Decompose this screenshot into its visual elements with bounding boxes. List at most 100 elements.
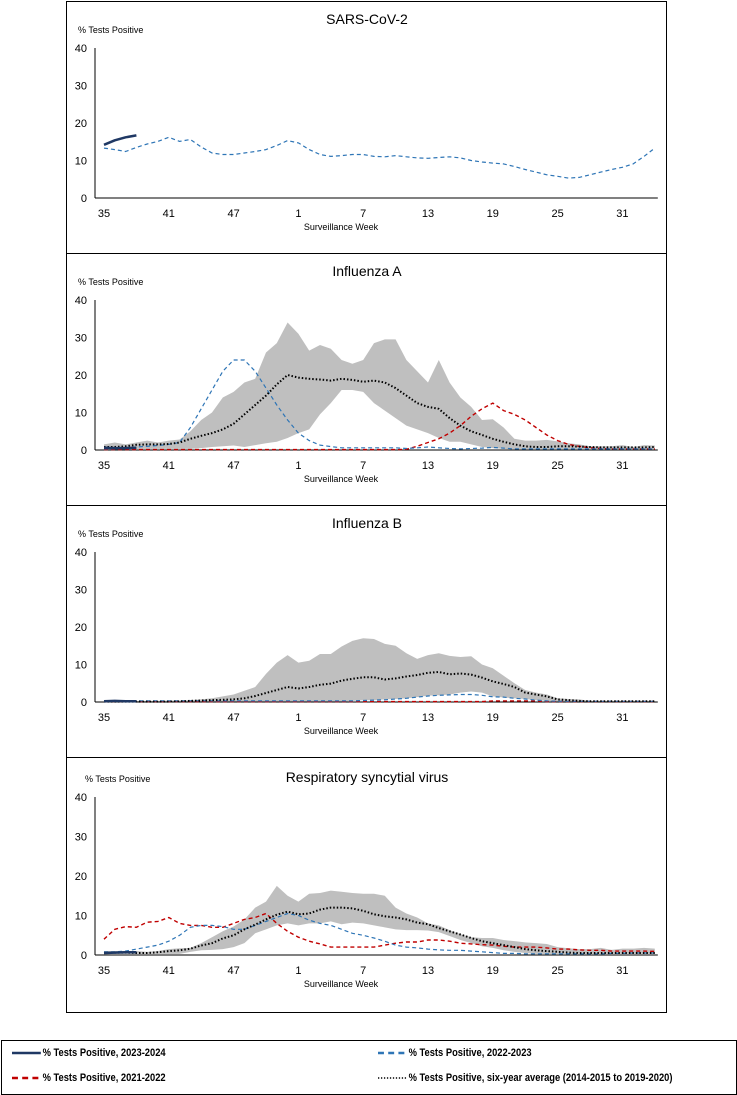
y-tick-label: 30 — [75, 333, 87, 345]
legend-swatch-dashed-icon — [12, 1076, 41, 1080]
x-tick-label: 19 — [487, 965, 499, 977]
chart-svg: Influenza B % Tests Positive 0 10 20 30 40 35 41… — [75, 515, 658, 736]
chart-title: Respiratory syncytial virus — [286, 769, 449, 785]
series-2022-2023-line — [103, 136, 656, 179]
x-tick-label: 13 — [422, 460, 434, 472]
x-tick-label: 25 — [551, 460, 563, 472]
y-tick-label: 0 — [81, 950, 87, 962]
legend-item-six-year-average: % Tests Positive, six-year average (2014… — [378, 1072, 672, 1084]
x-axis-label: Surveillance Week — [304, 222, 379, 232]
y-tick-label: 30 — [75, 81, 87, 93]
chart-svg: Respiratory syncytial virus % Tests Posit… — [75, 769, 658, 989]
x-axis-label: Surveillance Week — [304, 979, 379, 989]
y-tick-label: 0 — [81, 697, 87, 709]
y-tick-label: 10 — [75, 156, 87, 168]
y-tick-label: 30 — [75, 832, 87, 844]
six-year-range-band — [104, 322, 655, 450]
legend: % Tests Positive, 2023-2024 % Tests Posi… — [1, 1040, 737, 1095]
x-axis-label: Surveillance Week — [304, 726, 379, 736]
x-tick-label: 35 — [98, 460, 110, 472]
x-tick-label: 7 — [360, 965, 366, 977]
y-tick-label: 40 — [75, 295, 87, 307]
series-2022-2023-line — [104, 359, 655, 450]
x-tick-label: 7 — [360, 712, 366, 724]
x-tick-label: 19 — [487, 460, 499, 472]
y-tick-label: 20 — [75, 370, 87, 382]
legend-label: % Tests Positive, 2022-2023 — [408, 1047, 532, 1059]
legend-swatch-dashed-icon — [378, 1051, 407, 1055]
x-tick-label: 41 — [163, 712, 175, 724]
x-tick-label: 25 — [551, 208, 563, 220]
chart-title: SARS-CoV-2 — [326, 11, 408, 27]
six-year-range-band — [104, 638, 655, 702]
y-tick-label: 20 — [75, 871, 87, 883]
x-tick-label: 47 — [227, 712, 239, 724]
y-tick-label: 40 — [75, 547, 87, 559]
legend-swatch-solid-icon — [12, 1051, 41, 1055]
legend-item-2022-2023: % Tests Positive, 2022-2023 — [378, 1047, 532, 1059]
x-tick-label: 19 — [487, 208, 499, 220]
x-tick-label: 1 — [295, 208, 301, 220]
legend-label: % Tests Positive, six-year average (2014… — [408, 1072, 673, 1084]
y-tick-label: 40 — [75, 792, 87, 804]
x-tick-label: 1 — [295, 965, 301, 977]
x-tick-label: 35 — [98, 208, 110, 220]
x-tick-label: 1 — [295, 460, 301, 472]
x-tick-label: 25 — [551, 712, 563, 724]
y-tick-label: 10 — [75, 911, 87, 923]
y-tick-label: 30 — [75, 585, 87, 597]
x-tick-label: 31 — [616, 208, 628, 220]
x-tick-label: 35 — [98, 712, 110, 724]
x-tick-label: 47 — [227, 460, 239, 472]
x-tick-label: 41 — [163, 965, 175, 977]
chart-svg: Influenza A % Tests Positive 0 10 20 30 40 35 41… — [75, 263, 658, 484]
y-axis-label: % Tests Positive — [78, 25, 143, 35]
y-tick-label: 10 — [75, 660, 87, 672]
chart-svg: SARS-CoV-2 % Tests Positive 0 10 20 30 40 35 41 4… — [75, 11, 658, 232]
chart-panel-sars-cov-2: SARS-CoV-2 % Tests Positive 0 10 20 30 40 35 41 4… — [66, 1, 667, 254]
chart-panel-rsv: Respiratory syncytial virus % Tests Posit… — [66, 757, 667, 1013]
x-tick-label: 47 — [227, 965, 239, 977]
six-year-range-band — [104, 885, 655, 954]
x-tick-label: 13 — [422, 712, 434, 724]
y-tick-label: 20 — [75, 622, 87, 634]
series-six-year-average-line — [104, 671, 655, 703]
x-tick-label: 31 — [616, 460, 628, 472]
y-axis-label: % Tests Positive — [85, 774, 150, 784]
chart-panel-influenza-a: Influenza A % Tests Positive 0 10 20 30 40 35 41… — [66, 253, 667, 506]
legend-swatch-dotted-icon — [378, 1077, 407, 1079]
chart-panel-influenza-b: Influenza B % Tests Positive 0 10 20 30 40 35 41… — [66, 505, 667, 758]
series-2021-2022-line — [103, 912, 655, 953]
series-2022-2023-line — [104, 912, 655, 955]
x-tick-label: 31 — [616, 965, 628, 977]
x-tick-label: 25 — [551, 965, 563, 977]
legend-item-2023-2024: % Tests Positive, 2023-2024 — [12, 1047, 166, 1059]
x-tick-label: 13 — [422, 965, 434, 977]
y-tick-label: 20 — [75, 118, 87, 130]
x-tick-label: 1 — [295, 712, 301, 724]
x-tick-label: 31 — [616, 712, 628, 724]
legend-label: % Tests Positive, 2021-2022 — [42, 1072, 166, 1084]
legend-item-2021-2022: % Tests Positive, 2021-2022 — [12, 1072, 166, 1084]
series-2023-2024-line — [103, 134, 137, 146]
chart-title: Influenza B — [332, 515, 402, 531]
y-tick-label: 0 — [81, 193, 87, 205]
x-tick-label: 19 — [487, 712, 499, 724]
series-six-year-average-line — [103, 906, 655, 954]
x-tick-label: 41 — [163, 208, 175, 220]
y-axis-label: % Tests Positive — [78, 277, 143, 287]
series-2023-2024-line — [103, 950, 137, 955]
x-tick-label: 13 — [422, 208, 434, 220]
y-tick-label: 40 — [75, 43, 87, 55]
legend-label: % Tests Positive, 2023-2024 — [42, 1047, 166, 1059]
x-tick-label: 41 — [163, 460, 175, 472]
series-six-year-average-line — [104, 374, 655, 449]
x-axis-label: Surveillance Week — [304, 474, 379, 484]
x-tick-label: 35 — [98, 965, 110, 977]
chart-title: Influenza A — [332, 263, 402, 279]
y-axis-label: % Tests Positive — [78, 529, 143, 539]
x-tick-label: 7 — [360, 208, 366, 220]
x-tick-label: 47 — [227, 208, 239, 220]
y-tick-label: 10 — [75, 408, 87, 420]
x-tick-label: 7 — [360, 460, 366, 472]
